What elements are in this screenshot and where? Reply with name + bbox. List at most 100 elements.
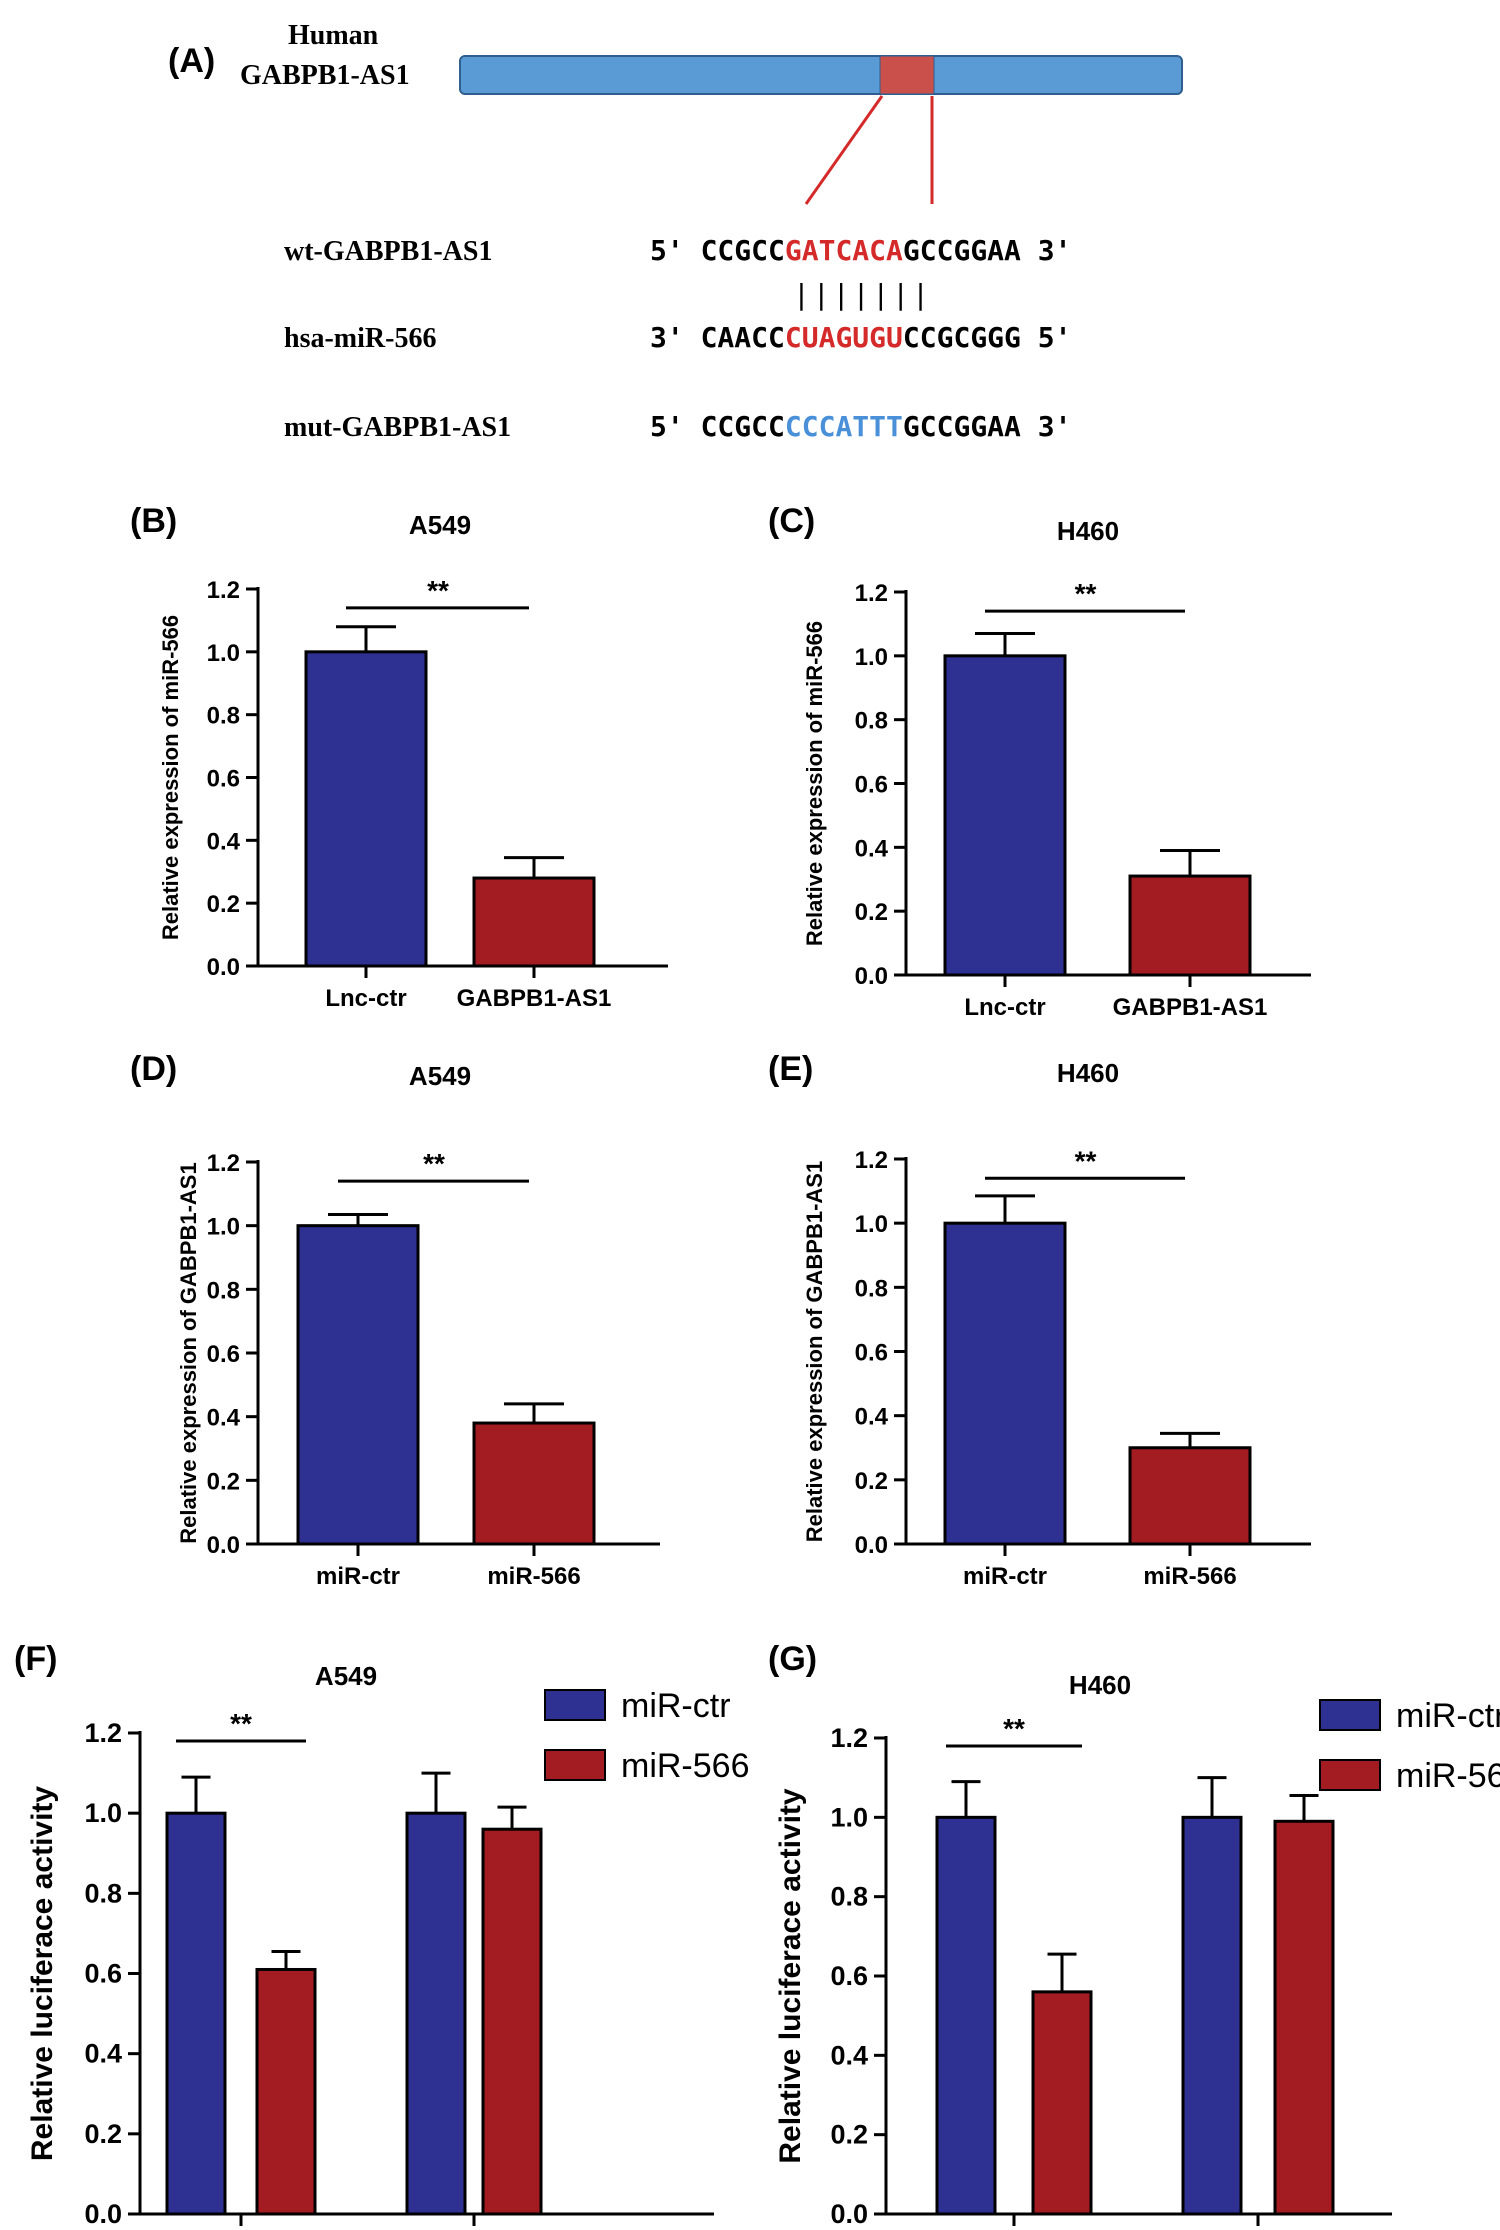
panel-a: (A) Human GABPB1-AS1 wt-GABPB1-AS1 hsa-m…	[168, 20, 1183, 443]
binding-site-box	[879, 55, 935, 95]
chart-title: H460	[1057, 1058, 1119, 1088]
y-tick-label: 0.0	[207, 1532, 240, 1559]
x-tick-label: miR-566	[1143, 1563, 1236, 1590]
y-tick-label: 0.2	[84, 2119, 122, 2149]
bar-miR-566	[1128, 1446, 1252, 1546]
y-tick-label: 1.0	[207, 640, 240, 667]
y-tick-label: 0.8	[830, 1882, 868, 1912]
bar-miR-ctr	[296, 1224, 420, 1546]
bar-miR-566	[481, 1827, 543, 2216]
bar-GABPB1-AS1	[1128, 874, 1252, 977]
chart-title: A549	[409, 510, 471, 540]
y-tick-label: 1.2	[855, 580, 888, 607]
y-tick-label: 0.4	[84, 2039, 122, 2069]
panel-label-e: (E)	[768, 1050, 813, 1088]
panel-label-b: (B)	[130, 502, 177, 540]
x-tick-label: GABPB1-AS1	[457, 985, 612, 1012]
panel-label-a: (A)	[168, 42, 215, 80]
y-tick-label: 0.8	[207, 1277, 240, 1304]
y-tick-label: 1.2	[84, 1718, 122, 1748]
significance-stars: **	[1003, 1713, 1025, 1744]
row-name-mut: mut-GABPB1-AS1	[284, 412, 511, 443]
legend-swatch-miR-566	[544, 1749, 606, 1781]
row-name-wt: wt-GABPB1-AS1	[284, 236, 492, 267]
chart-g: (G) H460 0.0 0.2 0.4 0.6 0.8 1.0 1.2 Relative luc…	[768, 1640, 1500, 2229]
bar-miR-566	[472, 1421, 596, 1546]
sequence-mut: 5' CCGCCCCCATTTGCCGGAA 3'	[650, 410, 1071, 443]
y-tick-label: 1.0	[207, 1214, 240, 1241]
bar-miR-ctr	[165, 1811, 227, 2216]
bar-miR-ctr	[1181, 1815, 1243, 2216]
y-tick-label: 0.6	[855, 1340, 888, 1367]
base-pairing-lines: | | | | | | |	[793, 278, 929, 311]
bar-miR-ctr	[943, 1221, 1067, 1546]
y-tick-label: 0.2	[855, 1468, 888, 1495]
bar-miR-ctr	[405, 1811, 467, 2216]
y-tick-label: 1.2	[855, 1147, 888, 1174]
y-tick-label: 0.6	[830, 1961, 868, 1991]
y-tick-label: 0.0	[855, 963, 888, 990]
y-tick-label: 0.6	[207, 766, 240, 793]
chart-c: (C) H460 0.0 0.2 0.4 0.6 0.8 1.0 1.2 Relative exp…	[768, 502, 1311, 1021]
y-axis-label: Relative expression of miR-566	[802, 621, 827, 946]
zoom-line-left	[804, 95, 884, 205]
y-tick-label: 1.2	[207, 577, 240, 604]
panel-label-c: (C)	[768, 502, 815, 540]
x-tick-label: Lnc-ctr	[325, 985, 406, 1012]
y-tick-label: 0.0	[830, 2199, 868, 2229]
bar-miR-566	[1273, 1819, 1335, 2216]
gene-label-human: Human	[288, 20, 379, 51]
y-tick-label: 1.0	[830, 1802, 868, 1832]
legend-swatch-miR-ctr	[1319, 1699, 1381, 1731]
y-tick-label: 0.0	[207, 954, 240, 981]
legend-label: miR-566	[621, 1747, 749, 1785]
transcript-bar	[459, 55, 1183, 95]
y-tick-label: 0.4	[207, 828, 241, 855]
bar-miR-566	[255, 1967, 317, 2216]
charts: (B) A549 0.0 0.2 0.4 0.6 0.8 1.0 1.2 Relative exp…	[14, 502, 1500, 2229]
row-name-mir: hsa-miR-566	[284, 323, 436, 354]
significance-stars: **	[1075, 1145, 1097, 1176]
panel-label-d: (D)	[130, 1050, 177, 1088]
y-tick-label: 1.2	[830, 1723, 868, 1753]
legend-swatch-miR-ctr	[544, 1689, 606, 1721]
y-axis-label: Relative luciferace activity	[26, 1786, 59, 2162]
significance-stars: **	[423, 1148, 445, 1179]
y-axis-label: Relative expression of GABPB1-AS1	[802, 1161, 827, 1542]
x-tick-label: GABPB1-AS1	[1113, 994, 1268, 1021]
y-tick-label: 0.8	[84, 1878, 122, 1908]
bar-miR-ctr	[935, 1815, 997, 2216]
legend-swatch-miR-566	[1319, 1759, 1381, 1791]
y-axis-label: Relative expression of GABPB1-AS1	[176, 1162, 201, 1543]
x-tick-label: miR-566	[487, 1563, 580, 1590]
y-tick-label: 0.4	[855, 1404, 889, 1431]
x-tick-label: miR-ctr	[963, 1563, 1047, 1590]
chart-title: H460	[1057, 516, 1119, 546]
y-axis-label: Relative luciferace activity	[774, 1788, 807, 2164]
y-tick-label: 0.0	[84, 2199, 122, 2229]
y-tick-label: 0.2	[855, 899, 888, 926]
chart-title: H460	[1069, 1670, 1131, 1700]
chart-title: A549	[409, 1061, 471, 1091]
y-tick-label: 0.8	[855, 708, 888, 735]
legend-label: miR-ctr	[1396, 1697, 1500, 1735]
y-tick-label: 0.2	[207, 891, 240, 918]
chart-b: (B) A549 0.0 0.2 0.4 0.6 0.8 1.0 1.2 Relative exp…	[130, 502, 668, 1012]
x-tick-label: miR-ctr	[316, 1563, 400, 1590]
y-tick-label: 0.4	[855, 835, 889, 862]
chart-e: (E) H460 0.0 0.2 0.4 0.6 0.8 1.0 1.2 Relative exp…	[768, 1050, 1311, 1590]
y-tick-label: 1.0	[855, 1211, 888, 1238]
sequence-wt: 5' CCGCCGATCACAGCCGGAA 3'	[650, 234, 1071, 267]
legend-label: miR-566	[1396, 1757, 1500, 1795]
y-tick-label: 0.6	[855, 772, 888, 799]
y-tick-label: 0.8	[855, 1275, 888, 1302]
bar-Lnc-ctr	[943, 654, 1067, 977]
panel-label-g: (G)	[768, 1640, 817, 1678]
bar-miR-566	[1031, 1990, 1093, 2216]
y-tick-label: 0.6	[207, 1341, 240, 1368]
significance-stars: **	[427, 575, 449, 606]
y-tick-label: 0.2	[207, 1468, 240, 1495]
significance-stars: **	[1075, 578, 1097, 609]
y-tick-label: 0.2	[830, 2120, 868, 2150]
